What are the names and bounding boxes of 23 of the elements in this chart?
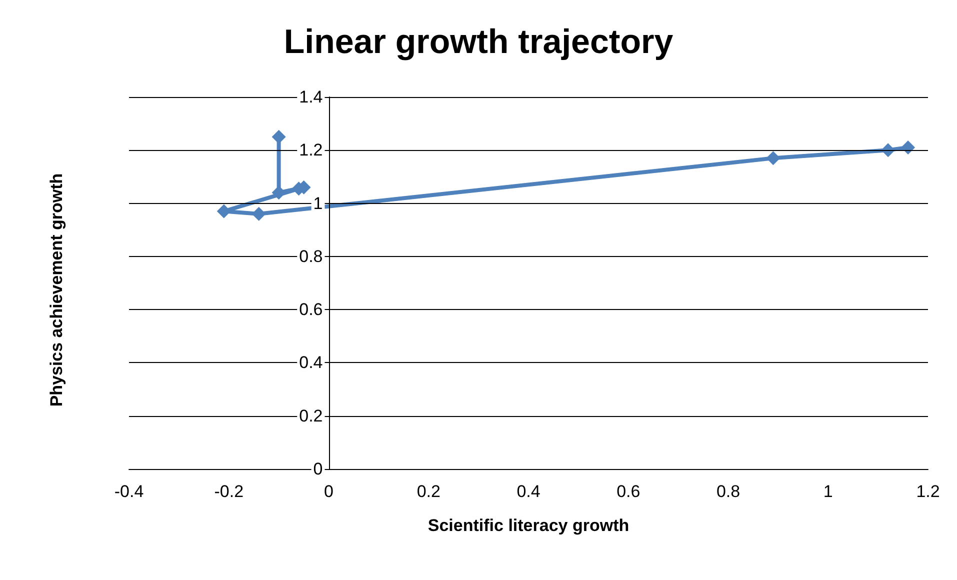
x-tick-label: 0.6: [616, 482, 640, 501]
y-tick-label: 0: [313, 460, 323, 478]
y-tick-label: 0.8: [299, 246, 323, 266]
point: [901, 140, 916, 154]
y-tick-label: 1: [313, 194, 323, 213]
x-tick-label: -0.2: [214, 482, 244, 501]
x-tick-label: 1: [823, 482, 833, 501]
point: [766, 151, 780, 166]
y-tick-label: 1.4: [299, 88, 323, 106]
y-tick-label: 0.6: [299, 300, 323, 320]
x-axis-title: Scientific literacy growth: [428, 516, 630, 535]
chart-title: Linear growth trajectory: [284, 23, 674, 61]
y-axis-title: Physics achievement growth: [47, 173, 66, 407]
point: [252, 206, 266, 221]
y-tick-label: 0.2: [299, 406, 323, 426]
x-tick-label: 0.4: [516, 482, 540, 501]
point: [272, 130, 286, 144]
y-tick-label: 1.2: [299, 140, 323, 160]
x-tick-label: 0.8: [716, 482, 740, 501]
x-tick-label: -0.4: [114, 482, 144, 501]
x-tick-label: 0.2: [416, 482, 440, 501]
x-tick-label: 1.2: [916, 482, 940, 501]
y-tick-label: 0.4: [299, 353, 323, 372]
